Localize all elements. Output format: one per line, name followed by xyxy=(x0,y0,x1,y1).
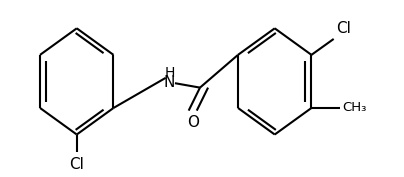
Text: CH₃: CH₃ xyxy=(342,101,366,115)
Text: O: O xyxy=(187,115,199,130)
Text: Cl: Cl xyxy=(336,21,351,36)
Text: Cl: Cl xyxy=(69,157,84,172)
Text: N: N xyxy=(164,75,175,90)
Text: H: H xyxy=(164,66,175,81)
